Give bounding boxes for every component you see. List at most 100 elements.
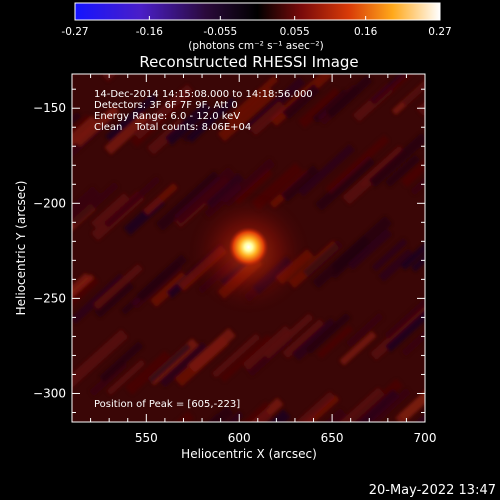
residual-streak bbox=[180, 102, 224, 143]
annotation-energy-range: Energy Range: 6.0 - 12.0 keV bbox=[94, 111, 240, 122]
residual-streak bbox=[164, 101, 212, 146]
x-tick-label: 600 bbox=[228, 431, 251, 445]
residual-streak bbox=[349, 378, 403, 422]
residual-streak bbox=[224, 401, 271, 422]
residual-streak bbox=[467, 0, 500, 17]
residual-streak bbox=[410, 234, 425, 272]
residual-streak bbox=[458, 376, 500, 428]
x-tick-label: 550 bbox=[135, 431, 158, 445]
residual-streak bbox=[441, 149, 478, 184]
residual-streak bbox=[205, 172, 245, 209]
residual-streak bbox=[315, 155, 376, 212]
residual-streak bbox=[72, 273, 95, 317]
annotation-clean-counts: Clean Total counts: 8.06E+04 bbox=[94, 122, 251, 133]
residual-streak bbox=[136, 254, 188, 302]
residual-streak bbox=[358, 148, 403, 189]
residual-streak bbox=[198, 410, 244, 422]
residual-streak bbox=[441, 307, 489, 351]
residual-streak bbox=[186, 97, 237, 143]
residual-streak bbox=[481, 354, 500, 413]
plot-frame bbox=[71, 73, 426, 423]
residual-streak bbox=[483, 365, 500, 416]
residual-streak bbox=[72, 114, 92, 165]
footer-timestamp: 20-May-2022 13:47 bbox=[369, 483, 496, 498]
residual-streak bbox=[439, 362, 500, 420]
residual-streak bbox=[298, 87, 342, 128]
residual-streak bbox=[480, 72, 500, 107]
residual-streak bbox=[401, 312, 425, 357]
residual-streak bbox=[211, 333, 261, 379]
residual-streak bbox=[339, 331, 377, 366]
y-tick-label: −150 bbox=[33, 101, 66, 115]
residual-streak bbox=[0, 128, 43, 177]
residual-streak bbox=[477, 282, 500, 339]
residual-streak bbox=[347, 228, 393, 271]
residual-streak bbox=[72, 186, 100, 245]
residual-streak bbox=[133, 84, 194, 140]
residual-streak bbox=[371, 238, 408, 272]
residual-streak bbox=[451, 301, 487, 335]
annotation-detectors: Detectors: 3F 6F 7F 9F, Att 0 bbox=[94, 100, 238, 111]
residual-streak bbox=[459, 61, 500, 101]
residual-streak bbox=[483, 0, 500, 19]
residual-streak bbox=[372, 74, 420, 107]
residual-streak bbox=[481, 218, 500, 268]
residual-streak bbox=[81, 22, 137, 74]
residual-streak bbox=[230, 411, 272, 422]
residual-streak bbox=[384, 286, 425, 339]
peak-position-label: Position of Peak = [605,-223] bbox=[94, 399, 240, 410]
residual-streak bbox=[106, 359, 146, 396]
colorbar-ticks: -0.27 -0.16 -0.055 0.055 0.16 0.27 bbox=[61, 16, 452, 38]
residual-streak bbox=[302, 239, 344, 278]
residual-streak bbox=[442, 388, 487, 430]
residual-streak bbox=[0, 128, 11, 168]
residual-streak bbox=[423, 207, 425, 263]
colorbar-unit-label: (photons cm⁻² s⁻¹ asec⁻²) bbox=[188, 40, 323, 52]
residual-streak bbox=[90, 192, 130, 229]
residual-streak bbox=[303, 408, 347, 422]
residual-streak bbox=[263, 313, 314, 360]
residual-streak bbox=[400, 215, 425, 271]
residual-streak bbox=[159, 341, 209, 388]
colorbar-tick-label: -0.055 bbox=[203, 26, 237, 38]
residual-streak bbox=[432, 230, 477, 272]
residual-streak bbox=[354, 389, 400, 422]
residual-streak bbox=[72, 208, 73, 243]
colorbar-tick-label: 0.16 bbox=[354, 26, 378, 38]
residual-streak bbox=[402, 74, 425, 107]
residual-streak bbox=[415, 394, 425, 422]
residual-streak bbox=[429, 74, 468, 110]
x-axis-label: Heliocentric X (arcsec) bbox=[181, 447, 317, 461]
residual-streak bbox=[0, 36, 57, 93]
residual-streak bbox=[282, 318, 326, 359]
colorbar-tick-label: 0.055 bbox=[280, 26, 310, 38]
residual-streak bbox=[484, 43, 500, 103]
residual-streak bbox=[400, 135, 425, 188]
chart-title: Reconstructed RHESSI Image bbox=[139, 53, 358, 71]
residual-streak bbox=[173, 166, 236, 225]
residual-streak bbox=[172, 405, 234, 422]
residual-streak bbox=[378, 248, 414, 282]
residual-streak bbox=[248, 100, 287, 136]
residual-streak bbox=[480, 137, 500, 175]
annotation-time-range: 14-Dec-2014 14:15:08.000 to 14:18:56.000 bbox=[94, 89, 313, 100]
x-axis: 550 600 650 700 bbox=[90, 74, 436, 445]
residual-streak bbox=[488, 122, 500, 173]
residual-streak bbox=[0, 41, 49, 91]
x-tick-label: 650 bbox=[321, 431, 344, 445]
residual-streak bbox=[298, 394, 340, 422]
residual-streak bbox=[450, 149, 488, 185]
residual-streak bbox=[345, 312, 384, 348]
residual-streak bbox=[187, 327, 236, 373]
plot-area bbox=[0, 0, 500, 430]
residual-streak bbox=[327, 387, 385, 422]
residual-streak bbox=[72, 274, 100, 332]
residual-streak bbox=[326, 74, 373, 119]
residual-streak bbox=[105, 93, 158, 142]
residual-streak bbox=[426, 157, 463, 192]
residual-streak bbox=[316, 325, 354, 359]
residual-streak bbox=[93, 280, 135, 319]
residual-streak bbox=[0, 62, 10, 98]
residual-streak bbox=[484, 208, 500, 250]
